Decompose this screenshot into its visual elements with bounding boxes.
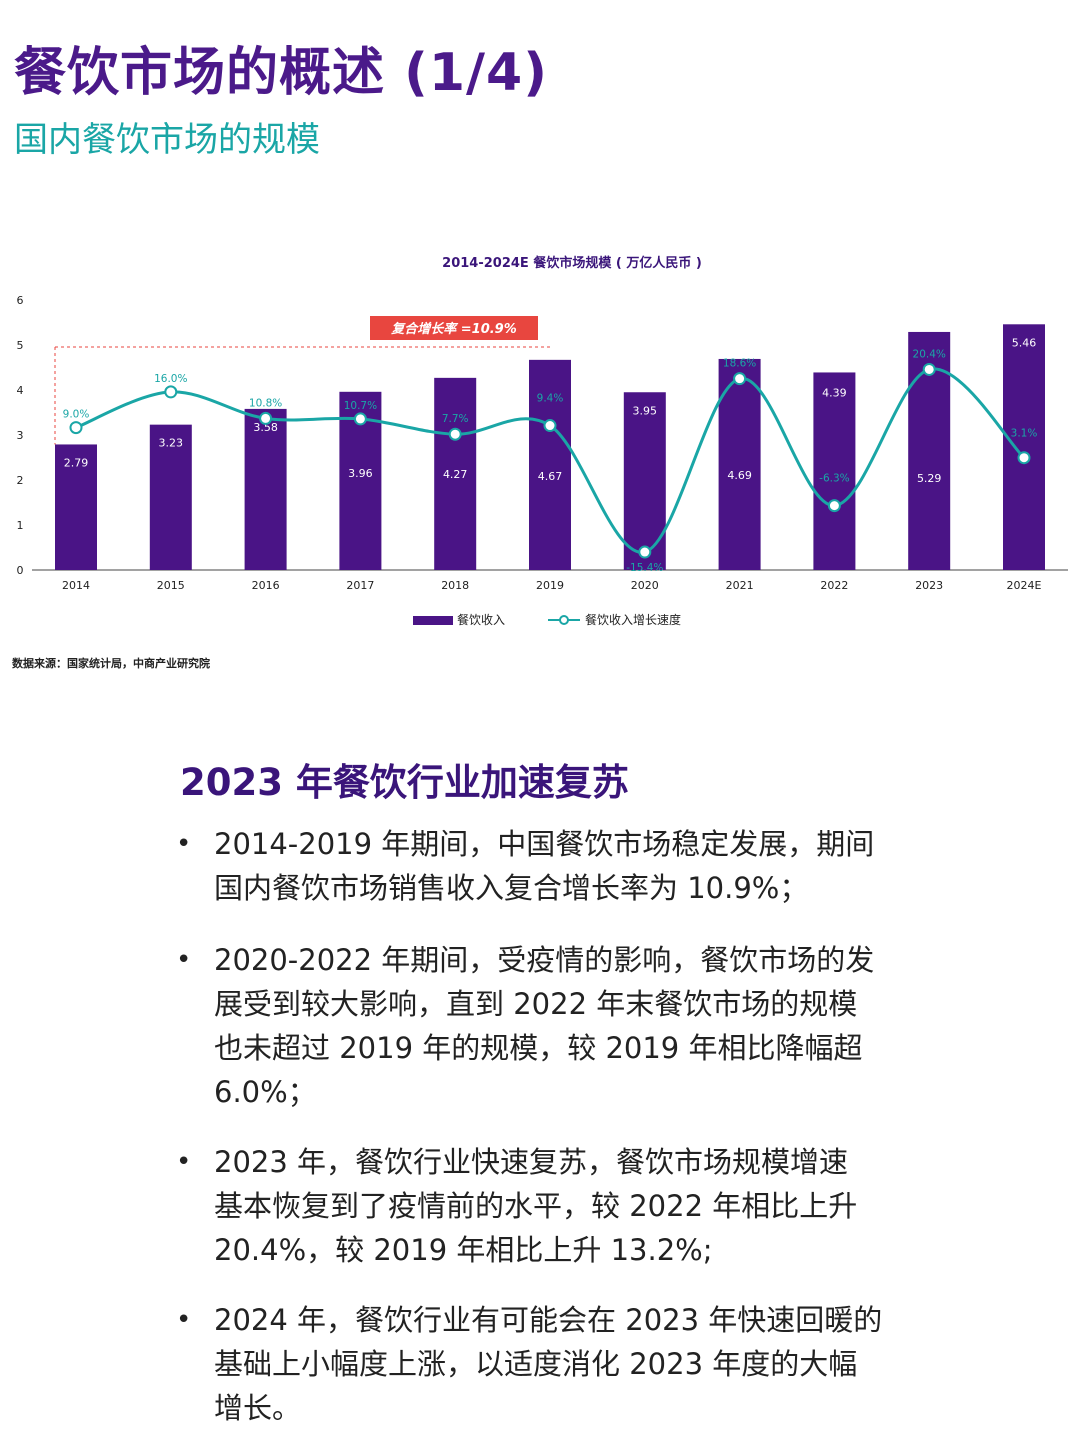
page-title: 餐饮市场的概述 (1/4) — [14, 43, 548, 103]
bar-value-label: 3.58 — [253, 421, 278, 434]
bar — [434, 377, 477, 570]
growth-point — [164, 385, 178, 399]
y-tick-label: 0 — [17, 564, 24, 577]
bullet-dot-icon: • — [176, 945, 192, 975]
bar-value-label: 4.27 — [443, 468, 468, 481]
bar-value-label: 2.79 — [64, 456, 89, 469]
bar-value-label: 5.46 — [1012, 336, 1037, 349]
growth-value-label: 9.4% — [537, 393, 564, 405]
bar-value-label: 3.95 — [633, 404, 658, 417]
bullet-line: 6.0%； — [214, 1075, 317, 1109]
bar — [149, 424, 192, 570]
growth-point — [69, 421, 83, 435]
bullet-line: 基本恢复到了疫情前的水平，较 2022 年相比上升 — [214, 1189, 858, 1223]
growth-value-label: -6.3% — [819, 473, 849, 485]
bar — [813, 372, 856, 570]
growth-point — [922, 362, 936, 376]
x-tick-label: 2023 — [915, 579, 943, 592]
growth-value-label: 3.1% — [1011, 428, 1038, 440]
bullet-item: • 2023 年，餐饮行业快速复苏，餐饮市场规模增速 基本恢复到了疫情前的水平，较… — [176, 1140, 934, 1272]
bullet-line: 展受到较大影响，直到 2022 年末餐饮市场的规模 — [214, 987, 858, 1021]
legend-line-marker — [559, 615, 569, 625]
growth-point — [733, 372, 747, 386]
x-tick-label: 2019 — [536, 579, 564, 592]
x-tick-label: 2015 — [157, 579, 185, 592]
bar-value-label: 4.39 — [822, 386, 847, 399]
y-tick-label: 2 — [17, 474, 24, 487]
bullet-line: 基础上小幅度上涨，以适度消化 2023 年度的大幅 — [214, 1347, 858, 1381]
section-title: 2023 年餐饮行业加速复苏 — [180, 761, 629, 804]
x-tick-label: 2018 — [441, 579, 469, 592]
bar — [623, 392, 666, 570]
growth-value-label: 9.0% — [63, 409, 90, 421]
bullet-line: 2014-2019 年期间，中国餐饮市场稳定发展，期间 — [214, 827, 875, 861]
bullet-item: • 2014-2019 年期间，中国餐饮市场稳定发展，期间 国内餐饮市场销售收入复… — [176, 822, 934, 910]
x-tick-label: 2021 — [726, 579, 754, 592]
growth-point — [259, 411, 273, 425]
y-tick-label: 6 — [17, 294, 24, 307]
bullet-line: 2023 年，餐饮行业快速复苏，餐饮市场规模增速 — [214, 1145, 849, 1179]
bullet-item: • 2020-2022 年期间，受疫情的影响，餐饮市场的发 展受到较大影响，直到 … — [176, 938, 934, 1114]
cagr-annotation-text: 复合增长率 =10.9% — [390, 321, 517, 337]
bar-value-label: 5.29 — [917, 472, 942, 485]
bullet-line: 国内餐饮市场销售收入复合增长率为 10.9%； — [214, 871, 809, 905]
y-tick-label: 5 — [17, 339, 24, 352]
bullet-dot-icon: • — [176, 1147, 192, 1177]
legend-bar-label: 餐饮收入 — [457, 612, 505, 627]
y-tick-label: 1 — [17, 519, 24, 532]
bar — [718, 358, 761, 570]
bullet-line: 2024 年，餐饮行业有可能会在 2023 年快速回暖的 — [214, 1303, 883, 1337]
page-subtitle: 国内餐饮市场的规模 — [14, 120, 320, 160]
growth-value-label: 10.7% — [344, 400, 377, 412]
growth-point — [1017, 451, 1031, 465]
growth-value-label: 7.7% — [442, 413, 469, 425]
bar — [529, 359, 571, 570]
bullet-line: 20.4%，较 2019 年相比上升 13.2%; — [214, 1233, 713, 1267]
bar — [1003, 324, 1045, 570]
bullet-dot-icon: • — [176, 829, 192, 859]
growth-point — [448, 427, 462, 441]
growth-value-label: 18.6% — [723, 358, 756, 370]
x-tick-label: 2014 — [62, 579, 90, 592]
bar — [244, 408, 287, 570]
growth-point — [827, 499, 841, 513]
x-tick-label: 2016 — [252, 579, 280, 592]
data-source: 数据来源：国家统计局，中商产业研究院 — [12, 657, 210, 670]
bullet-item: • 2024 年，餐饮行业有可能会在 2023 年快速回暖的 基础上小幅度上涨，以… — [176, 1298, 934, 1430]
bar-value-label: 4.69 — [727, 469, 752, 482]
bar-value-label: 4.67 — [538, 470, 563, 483]
growth-value-label: -15.4% — [626, 562, 663, 574]
bar-value-label: 3.96 — [348, 467, 373, 480]
legend-line-label: 餐饮收入增长速度 — [585, 612, 681, 627]
y-tick-label: 3 — [17, 429, 24, 442]
growth-line — [75, 367, 1026, 554]
x-tick-label: 2020 — [631, 579, 659, 592]
growth-value-label: 16.0% — [154, 373, 187, 385]
market-size-chart: 2014-2024E 餐饮市场规模 ( 万亿人民币 ) 0 1 2 3 4 5 6 复合增长率 … — [17, 255, 1068, 627]
bullet-line: 2020-2022 年期间，受疫情的影响，餐饮市场的发 — [214, 943, 875, 977]
bullet-dot-icon: • — [176, 1305, 192, 1335]
bar — [55, 444, 97, 570]
bullet-line: 增长。 — [214, 1391, 302, 1425]
growth-point — [543, 419, 557, 433]
growth-point — [638, 545, 652, 559]
growth-value-label: 10.8% — [249, 397, 282, 409]
bar-value-label: 3.23 — [159, 437, 184, 450]
bullet-line: 也未超过 2019 年的规模，较 2019 年相比降幅超 — [214, 1031, 863, 1065]
x-tick-label: 2024E — [1007, 579, 1042, 592]
legend-bar-swatch — [413, 616, 453, 625]
x-tick-label: 2017 — [346, 579, 374, 592]
cagr-annotation-box — [370, 316, 538, 340]
y-tick-label: 4 — [17, 384, 24, 397]
growth-point — [353, 412, 367, 426]
growth-value-label: 20.4% — [913, 348, 946, 360]
x-tick-label: 2022 — [820, 579, 848, 592]
chart-title: 2014-2024E 餐饮市场规模 ( 万亿人民币 ) — [442, 255, 702, 271]
